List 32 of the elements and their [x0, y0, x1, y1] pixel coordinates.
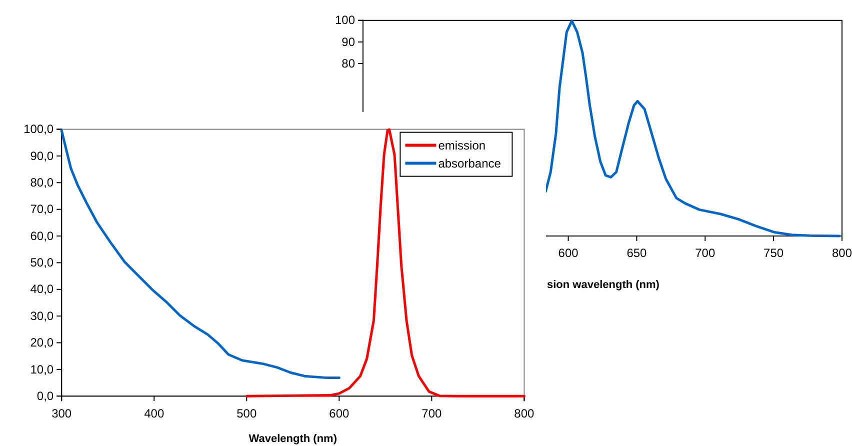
- line-series: [245, 128, 526, 398]
- x-tick-label: 650: [626, 246, 648, 260]
- legend-label: absorbance: [438, 156, 502, 170]
- y-tick-label: 20,0: [30, 336, 54, 350]
- legend-label: emission: [438, 138, 486, 152]
- y-tick-label: 50,0: [30, 256, 54, 270]
- y-tick-label: 80: [342, 56, 356, 70]
- y-tick-label: 90: [342, 34, 356, 49]
- line-series: [60, 129, 340, 379]
- y-tick-label: 80,0: [30, 176, 54, 190]
- x-tick-label: 700: [422, 406, 442, 420]
- y-tick-label: 100: [334, 13, 356, 28]
- y-tick-label: 60,0: [30, 228, 54, 243]
- y-tick-label: 30,0: [30, 308, 54, 323]
- line-series: [544, 20, 841, 238]
- x-tick-label: 400: [144, 406, 164, 420]
- y-tick-label: 70,0: [30, 202, 54, 216]
- x-tick-label: 750: [764, 246, 784, 260]
- x-axis-title: sion wavelength (nm): [547, 279, 660, 291]
- y-tick-label: 10,0: [30, 362, 54, 376]
- x-axis-title: Wavelength (nm): [248, 433, 338, 445]
- x-tick-label: 300: [52, 406, 72, 420]
- x-tick-label: 600: [558, 246, 579, 260]
- x-tick-label: 700: [695, 246, 716, 260]
- x-tick-label: 600: [329, 406, 350, 420]
- y-tick-label: 90,0: [30, 148, 54, 163]
- x-tick-label: 800: [832, 246, 852, 260]
- x-tick-label: 500: [236, 406, 257, 420]
- x-tick-label: 800: [514, 406, 535, 420]
- y-tick-label: 40,0: [30, 282, 54, 296]
- y-tick-label: 0,0: [36, 388, 54, 403]
- y-tick-label: 100,0: [24, 122, 54, 136]
